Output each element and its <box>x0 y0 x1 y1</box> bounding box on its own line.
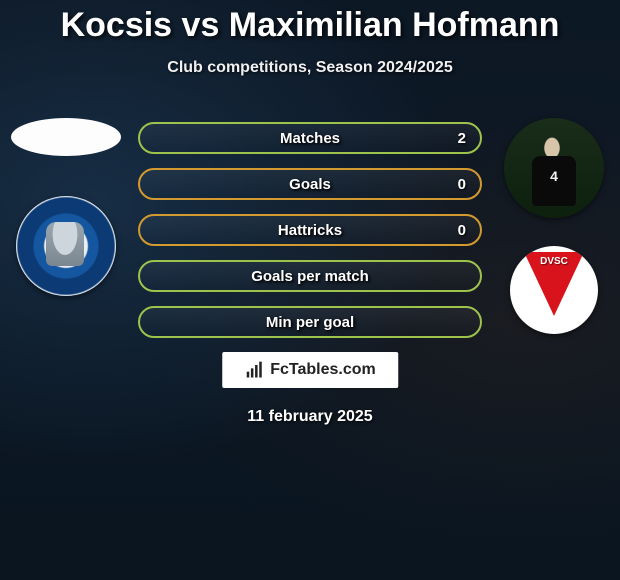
brand-badge[interactable]: FcTables.com <box>222 352 398 388</box>
stat-label: Hattricks <box>140 216 480 244</box>
stat-bar-goals: Goals 0 <box>138 168 482 200</box>
club-badge-right <box>510 246 598 334</box>
subtitle: Club competitions, Season 2024/2025 <box>0 59 620 77</box>
stat-label: Matches <box>140 124 480 152</box>
club-badge-left <box>16 196 116 296</box>
chart-icon <box>244 360 264 380</box>
stat-value: 0 <box>458 216 466 244</box>
stat-bar-matches: Matches 2 <box>138 122 482 154</box>
date-text: 11 february 2025 <box>0 408 620 426</box>
stat-bar-min-per-goal: Min per goal <box>138 306 482 338</box>
stats-container: Matches 2 Goals 0 Hattricks 0 Goals per … <box>138 122 482 352</box>
stat-label: Goals per match <box>140 262 480 290</box>
player-avatar-placeholder <box>11 118 121 156</box>
stat-label: Goals <box>140 170 480 198</box>
stat-value: 0 <box>458 170 466 198</box>
brand-text: FcTables.com <box>270 361 376 379</box>
stat-bar-hattricks: Hattricks 0 <box>138 214 482 246</box>
stat-value: 2 <box>458 124 466 152</box>
right-column <box>494 118 614 334</box>
player-avatar-right <box>504 118 604 218</box>
page-title: Kocsis vs Maximilian Hofmann <box>0 0 620 45</box>
stat-bar-goals-per-match: Goals per match <box>138 260 482 292</box>
left-column <box>6 118 126 296</box>
stat-label: Min per goal <box>140 308 480 336</box>
